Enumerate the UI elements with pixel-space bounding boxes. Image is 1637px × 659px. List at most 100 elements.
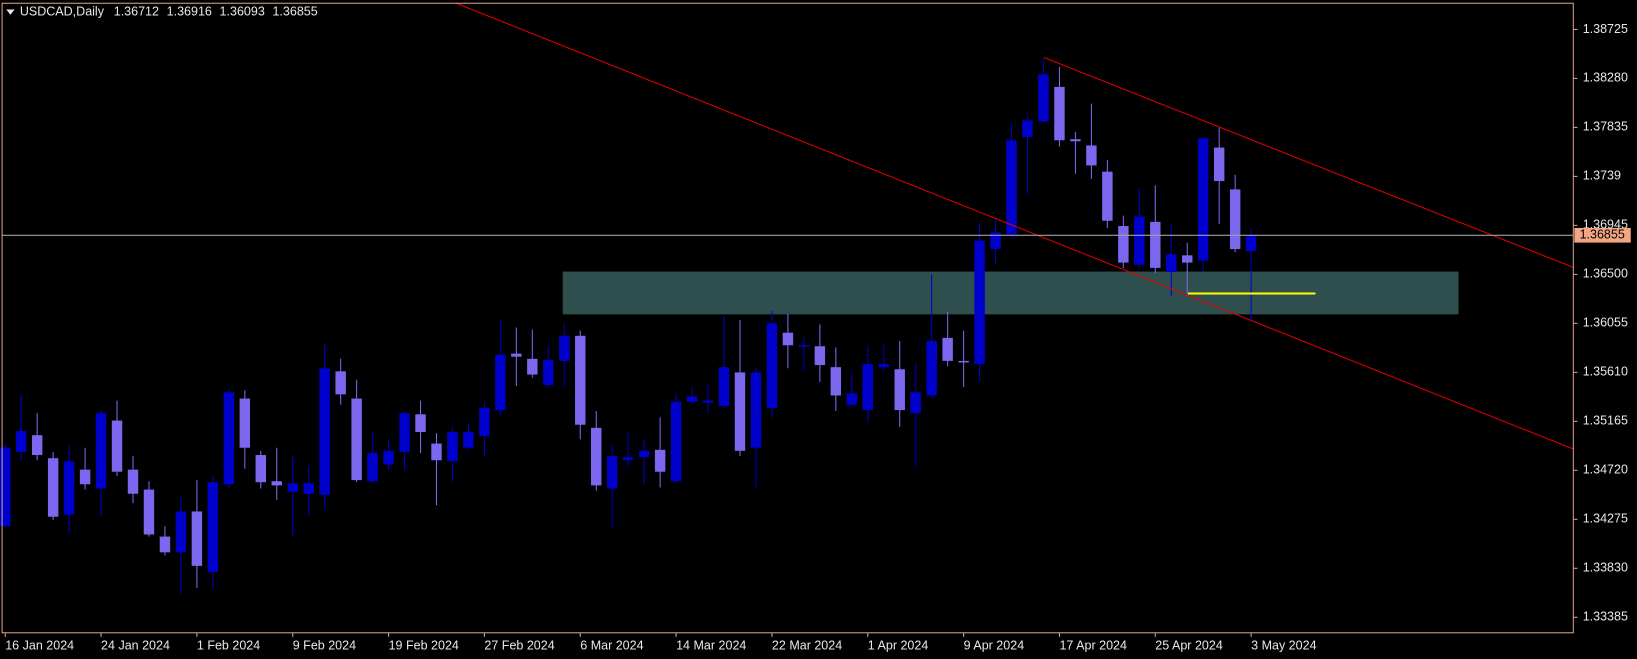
candle-body xyxy=(878,364,889,368)
candle-body xyxy=(1022,120,1033,138)
candle-body xyxy=(702,400,714,403)
header-low: 1.36093 xyxy=(220,5,265,19)
candle-body xyxy=(1006,140,1017,235)
candle-body xyxy=(670,401,682,482)
trend-line xyxy=(456,2,1574,450)
candle-body xyxy=(622,457,634,461)
candle-body xyxy=(718,367,730,406)
candle-body xyxy=(926,341,937,396)
candle-body xyxy=(207,482,219,573)
candle-body xyxy=(591,427,602,486)
candle-body xyxy=(830,367,842,396)
candle-body xyxy=(47,458,59,517)
candle-body xyxy=(79,469,91,485)
candle-body xyxy=(606,456,618,489)
candle-body xyxy=(351,398,362,481)
chart-header: USDCAD,Daily 1.36712 1.36916 1.36093 1.3… xyxy=(20,5,318,19)
candle-body xyxy=(127,469,139,494)
chart-title: USDCAD,Daily xyxy=(20,5,105,19)
x-tick-label: 1 Feb 2024 xyxy=(197,639,260,653)
candle-body xyxy=(1102,171,1113,221)
candle-body xyxy=(479,408,490,437)
candle-body xyxy=(415,414,426,433)
candle-body xyxy=(287,483,298,492)
y-tick-label: 1.33830 xyxy=(1583,561,1628,575)
candle-body xyxy=(431,443,442,461)
x-tick-label: 6 Mar 2024 xyxy=(580,639,643,653)
candle-body xyxy=(1245,235,1257,252)
menu-icon xyxy=(6,9,15,15)
candle-body xyxy=(1070,139,1081,142)
y-tick-label: 1.38280 xyxy=(1583,71,1628,85)
y-tick-label: 1.34720 xyxy=(1583,463,1628,477)
price-label-bg xyxy=(1574,227,1631,243)
x-tick-label: 9 Apr 2024 xyxy=(964,639,1025,653)
candle-body xyxy=(495,354,506,411)
header-close: 1.36855 xyxy=(272,5,317,19)
x-tick-label: 22 Mar 2024 xyxy=(772,639,842,653)
header-high: 1.36916 xyxy=(167,5,212,19)
candle-body xyxy=(942,337,953,361)
candle-body xyxy=(143,489,155,535)
candle-body xyxy=(782,332,794,346)
y-tick-label: 1.36055 xyxy=(1583,316,1628,330)
x-tick-label: 1 Apr 2024 xyxy=(868,639,929,653)
candle-body xyxy=(175,511,187,553)
candle-body xyxy=(1229,189,1241,250)
candle-body xyxy=(95,413,107,489)
y-tick-label: 1.38725 xyxy=(1583,22,1628,36)
candle-body xyxy=(750,372,762,448)
candle-body xyxy=(447,432,458,462)
candle-body xyxy=(1213,147,1225,182)
candle-body xyxy=(1054,86,1065,141)
candle-body xyxy=(1197,138,1209,261)
y-tick-label: 1.35610 xyxy=(1583,365,1628,379)
candle-body xyxy=(0,447,11,527)
candle-body xyxy=(686,396,698,402)
candle-body xyxy=(846,393,858,405)
candle-body xyxy=(910,392,921,414)
x-tick-label: 19 Feb 2024 xyxy=(389,639,459,653)
y-tick-label: 1.3739 xyxy=(1583,169,1621,183)
x-tick-label: 24 Jan 2024 xyxy=(101,639,170,653)
y-tick-label: 1.36500 xyxy=(1583,267,1628,281)
plot-frame xyxy=(1,2,1574,634)
candle-body xyxy=(111,420,123,472)
x-tick-label: 3 May 2024 xyxy=(1251,639,1316,653)
candle-body xyxy=(974,240,985,365)
candle-body xyxy=(798,345,810,347)
candle-body xyxy=(527,358,538,375)
candle-body xyxy=(1134,216,1145,265)
price-label: 1.36855 xyxy=(1580,228,1625,242)
candle-body xyxy=(159,536,171,553)
candle-body xyxy=(303,483,314,494)
y-tick-label: 1.34275 xyxy=(1583,512,1628,526)
candle-body xyxy=(638,450,650,458)
candle-body xyxy=(15,431,27,452)
candle-body xyxy=(367,452,378,482)
candle-body xyxy=(223,392,235,485)
trend-line xyxy=(1043,57,1574,268)
candle-body xyxy=(575,335,586,425)
y-tick-label: 1.35165 xyxy=(1583,414,1628,428)
candle-body xyxy=(559,335,570,361)
candle-body xyxy=(463,432,474,448)
candle-body xyxy=(319,368,330,495)
support-zone xyxy=(562,271,1459,315)
candle-body xyxy=(335,371,346,395)
x-tick-label: 17 Apr 2024 xyxy=(1059,639,1127,653)
candle-body xyxy=(383,450,394,465)
x-tick-label: 9 Feb 2024 xyxy=(293,639,356,653)
candle-body xyxy=(63,461,75,515)
x-tick-label: 16 Jan 2024 xyxy=(5,639,74,653)
candle-body xyxy=(511,353,522,357)
candle-body xyxy=(734,372,746,451)
candle-body xyxy=(958,360,969,363)
candle-body xyxy=(399,413,410,452)
candle-body xyxy=(239,398,251,448)
y-tick-label: 1.37835 xyxy=(1583,120,1628,134)
candle-body xyxy=(814,346,826,366)
candle-body xyxy=(1166,254,1177,273)
